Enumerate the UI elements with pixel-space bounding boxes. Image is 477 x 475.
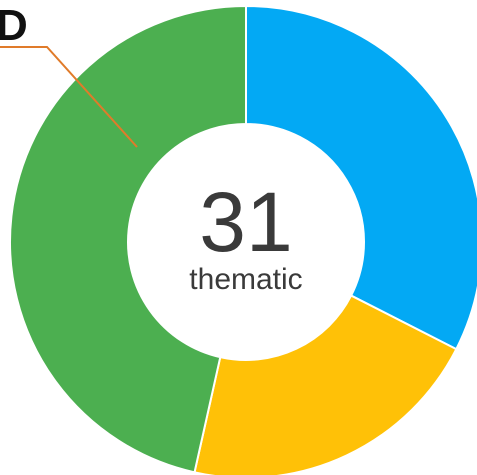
callout-label: D xyxy=(0,1,28,50)
callout-leader-line xyxy=(0,46,138,148)
donut-slice-1 xyxy=(193,294,458,475)
center-label: thematic xyxy=(189,263,302,296)
donut-slice-0 xyxy=(245,4,477,351)
center-value: 31 xyxy=(199,175,292,269)
donut-slice-2 xyxy=(9,4,247,474)
slice-group xyxy=(9,4,477,475)
callout-group: D xyxy=(0,1,138,148)
